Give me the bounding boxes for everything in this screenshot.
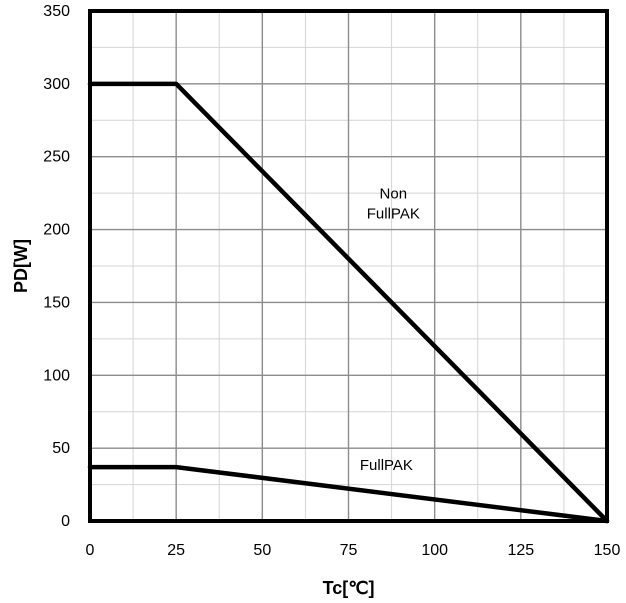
x-tick-label: 100 <box>421 542 448 559</box>
y-tick-label: 100 <box>43 367 70 384</box>
y-tick-label: 250 <box>43 149 70 166</box>
series-annotation-1: FullPAK <box>360 457 413 474</box>
y-tick-label: 50 <box>52 440 70 457</box>
annotation-line: Non <box>380 186 408 203</box>
y-tick-labels: 0 50 100 150 200 250 300 350 <box>43 3 70 530</box>
x-tick-label: 150 <box>594 542 621 559</box>
series-annotation-0: Non FullPAK <box>367 186 420 223</box>
x-tick-label: 25 <box>167 542 185 559</box>
x-tick-label: 50 <box>253 542 271 559</box>
annotation-layer: Non FullPAK FullPAK <box>360 186 420 474</box>
annotation-line: FullPAK <box>367 206 420 223</box>
x-axis-title: Tc[℃] <box>323 578 375 598</box>
y-tick-label: 300 <box>43 76 70 93</box>
series-line-non-fullpak <box>87 81 610 524</box>
y-tick-label: 200 <box>43 222 70 239</box>
x-tick-labels: 0 25 50 75 100 125 150 <box>86 542 621 559</box>
y-tick-label: 350 <box>43 3 70 20</box>
y-axis-title: PD[W] <box>11 239 31 293</box>
x-tick-label: 0 <box>86 542 95 559</box>
y-tick-label: 0 <box>61 513 70 530</box>
annotation-line: FullPAK <box>360 457 413 474</box>
series-layer <box>87 81 610 524</box>
plot-frame <box>88 9 609 523</box>
y-tick-label: 150 <box>43 294 70 311</box>
series-line-fullpak <box>87 464 610 524</box>
x-tick-label: 125 <box>507 542 534 559</box>
x-tick-label: 75 <box>340 542 358 559</box>
